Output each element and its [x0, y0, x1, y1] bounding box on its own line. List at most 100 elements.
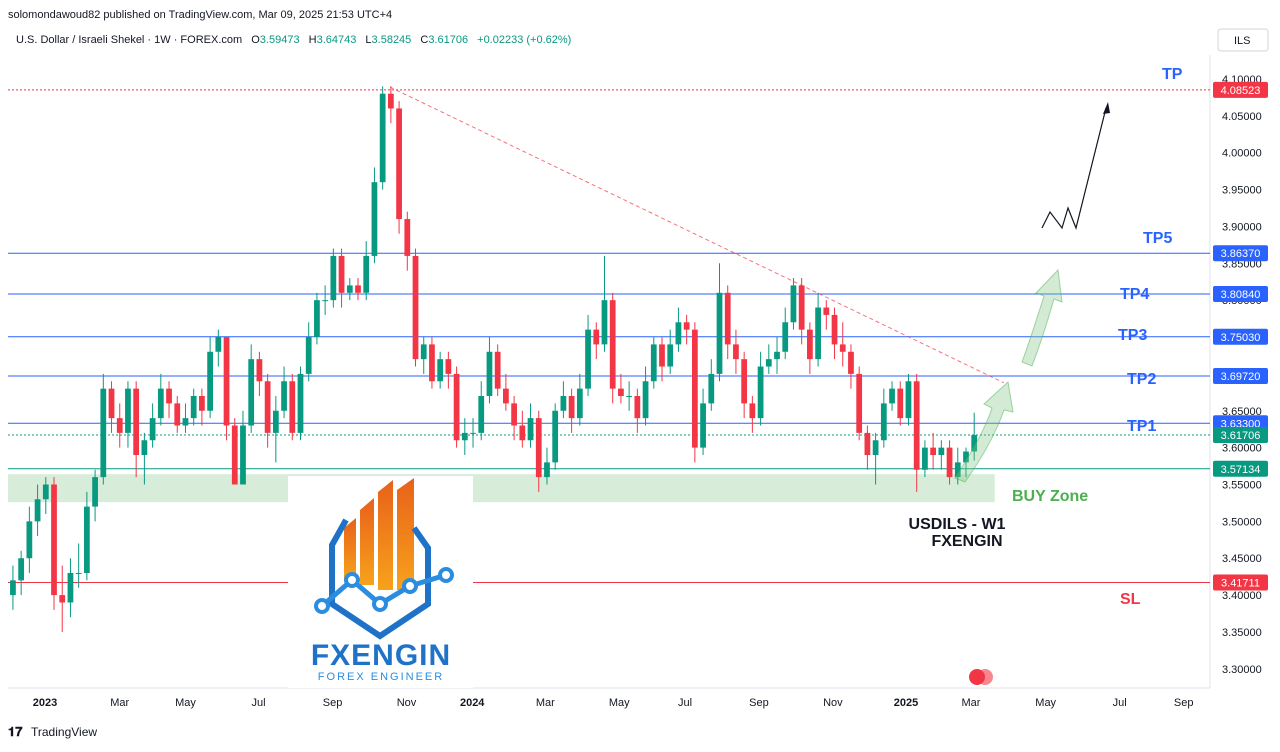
- candle-body: [199, 396, 205, 411]
- candle-body: [880, 403, 887, 441]
- candle-body: [642, 381, 649, 419]
- price-label-box: [1213, 81, 1268, 98]
- candle-body: [420, 344, 427, 360]
- x-tick-label: May: [1035, 697, 1056, 709]
- logo-subtitle: FOREX ENGINEER: [318, 671, 444, 683]
- currency-box[interactable]: [1217, 28, 1269, 52]
- candle-body: [576, 388, 583, 419]
- ohlc-value: 3.59473: [260, 34, 300, 46]
- price-label-box: [1213, 574, 1268, 591]
- candle-body: [872, 440, 879, 456]
- footer-mark: 𝟏𝟕: [8, 724, 23, 739]
- y-tick-label: 3.85000: [1222, 258, 1262, 270]
- candle-body: [215, 337, 222, 352]
- candle-body: [618, 388, 624, 397]
- candle-body: [913, 381, 920, 470]
- candle-body: [626, 396, 633, 398]
- candle-body: [404, 219, 411, 256]
- candle-body: [486, 351, 493, 397]
- candle-body: [609, 300, 616, 389]
- currency[interactable]: ILS: [1234, 35, 1251, 47]
- projection-path: [1041, 107, 1107, 230]
- candle-body: [125, 388, 131, 433]
- ohlc-key: C: [420, 34, 428, 46]
- candle-body: [938, 447, 945, 456]
- candle-body: [535, 418, 542, 478]
- x-tick-label: Sep: [1174, 697, 1194, 709]
- symbol: U.S. Dollar / Israeli Shekel · 1W · FORE…: [16, 34, 242, 46]
- candle-body: [708, 373, 715, 404]
- y-tick-label: 3.35000: [1222, 627, 1262, 639]
- candle-body: [141, 440, 148, 456]
- candle-body: [601, 300, 608, 345]
- candle-body: [396, 108, 402, 220]
- candle-body: [281, 381, 287, 411]
- candle-body: [166, 388, 172, 404]
- candle-body: [51, 484, 57, 596]
- candle-body: [963, 451, 969, 463]
- published-line: solomondawoud82 published on TradingView…: [8, 9, 392, 21]
- ohlc-key: O: [251, 34, 260, 46]
- candle-body: [75, 572, 82, 574]
- candle-body: [289, 381, 296, 433]
- candle-body: [930, 447, 936, 456]
- level-name: SL: [1120, 591, 1141, 608]
- candle-body: [18, 558, 25, 581]
- candle-body: [733, 344, 739, 360]
- x-tick-label: Mar: [110, 697, 129, 709]
- candle-body: [461, 432, 468, 441]
- candle-body: [355, 285, 361, 293]
- candle-body: [412, 255, 419, 360]
- candle-body: [667, 344, 674, 367]
- candle-body: [774, 351, 780, 360]
- candle-body: [478, 396, 485, 433]
- x-tick-label: Mar: [961, 697, 980, 709]
- candle-body: [494, 351, 501, 389]
- candle-body: [511, 403, 517, 426]
- annotation: FXENGIN: [931, 533, 1002, 550]
- candle-body: [560, 396, 567, 411]
- ohlc-value: 3.61706: [428, 34, 468, 46]
- x-tick-label: 2024: [460, 697, 485, 709]
- footer-brand[interactable]: TradingView: [31, 725, 97, 739]
- x-tick-label: Nov: [397, 697, 417, 709]
- candle-body: [741, 359, 748, 404]
- candle-body: [634, 396, 641, 419]
- candle-body: [544, 462, 550, 478]
- candle-body: [34, 499, 41, 522]
- candle-body: [371, 182, 378, 256]
- candle-body: [305, 337, 312, 374]
- price-label: 3.80840: [1221, 289, 1261, 301]
- candle-body: [83, 506, 90, 573]
- candle-body: [503, 388, 509, 404]
- candle-body: [527, 418, 534, 441]
- candle-body: [839, 344, 846, 352]
- candle-body: [905, 381, 912, 419]
- logo-bar: [360, 498, 374, 585]
- x-tick-label: Nov: [823, 697, 843, 709]
- candle-body: [765, 359, 772, 367]
- level-name: TP4: [1120, 286, 1149, 303]
- candle-body: [848, 351, 854, 374]
- candle-body: [26, 521, 33, 559]
- price-label: 3.57134: [1221, 464, 1261, 476]
- level-name: TP: [1162, 66, 1183, 83]
- price-label: 3.61706: [1221, 430, 1261, 442]
- level-name: TP1: [1127, 418, 1156, 435]
- flag-icon: [977, 669, 993, 685]
- price-label-box: [1213, 245, 1268, 262]
- y-tick-label: 4.05000: [1222, 111, 1262, 123]
- price-label-box: [1213, 285, 1268, 302]
- zone-label: BUY Zone: [1012, 488, 1088, 505]
- logo-dot: [402, 578, 418, 594]
- x-tick-label: Sep: [749, 697, 769, 709]
- zone-layer: [8, 474, 995, 503]
- candle-body: [815, 307, 821, 360]
- y-tick-label: 3.95000: [1222, 185, 1262, 197]
- price-label: 4.08523: [1221, 85, 1261, 97]
- x-tick-label: 2023: [33, 697, 57, 709]
- candle-body: [322, 300, 329, 302]
- candle-body: [248, 359, 255, 426]
- candle-body: [897, 388, 904, 419]
